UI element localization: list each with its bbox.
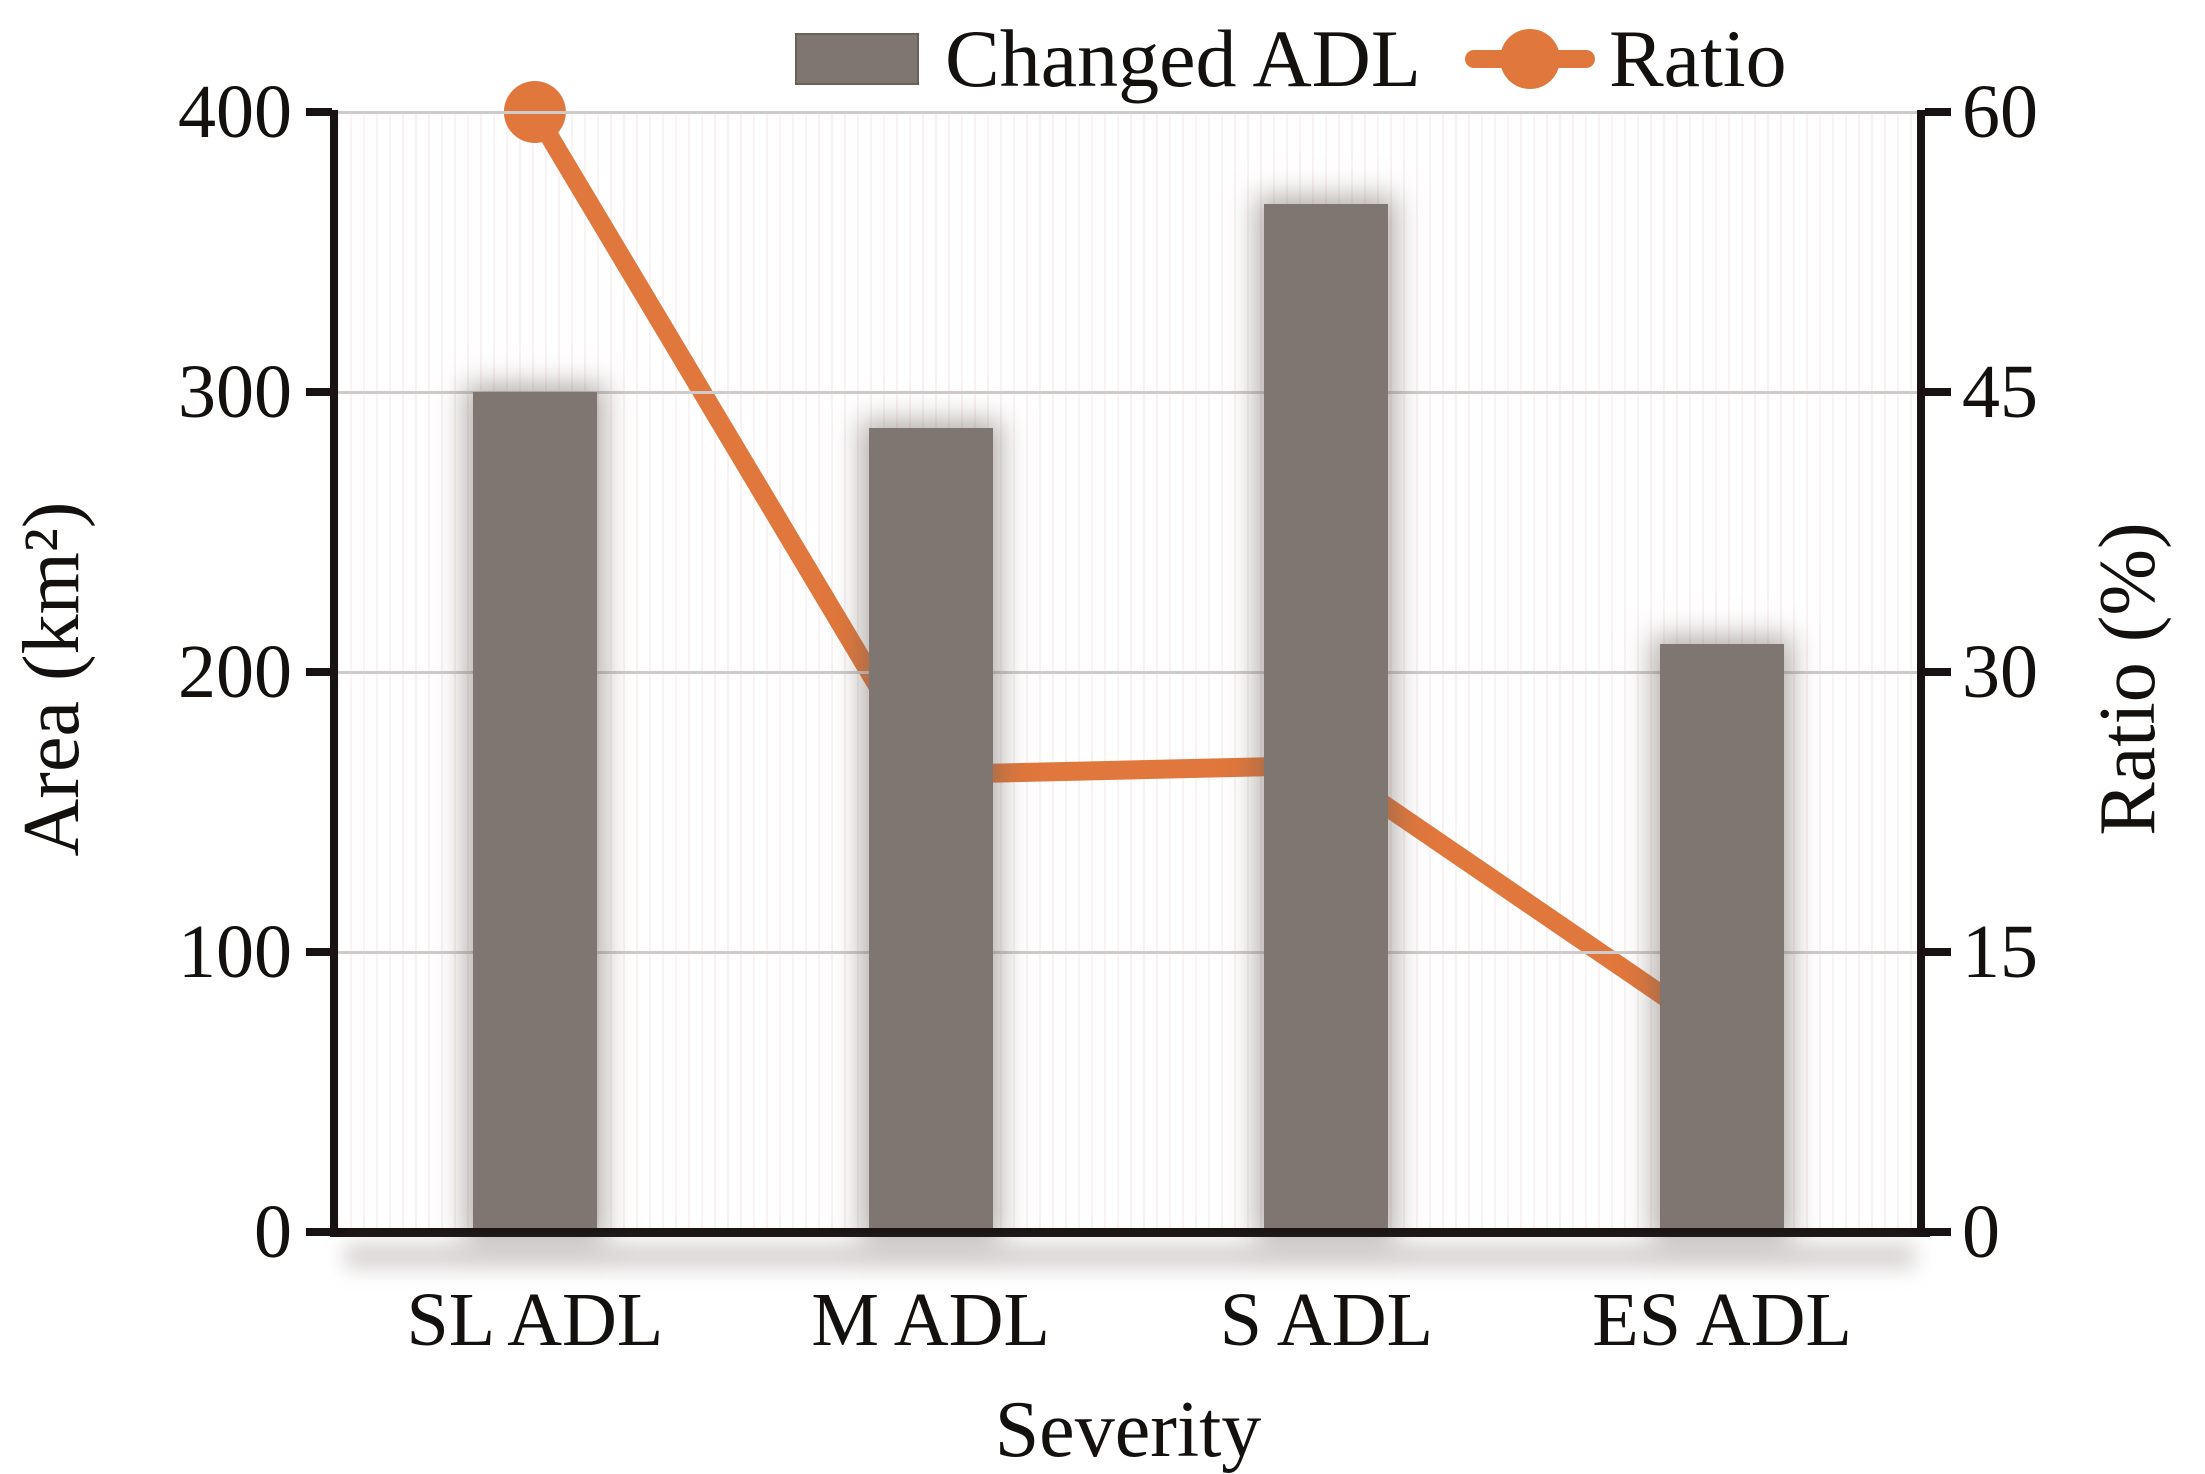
left-axis-tick-label-100: 100 (178, 910, 292, 994)
legend-label-changed-adl: Changed ADL (945, 13, 1421, 104)
left-axis-tick-label-200: 200 (178, 630, 292, 714)
bar-m-adl (868, 428, 993, 1232)
x-axis-title: Severity (994, 1386, 1262, 1474)
right-axis-tick-label-45: 45 (1962, 350, 2038, 434)
legend-dot-icon (1499, 29, 1560, 89)
bar-s-adl (1264, 204, 1389, 1232)
left-axis-tick-100 (306, 948, 332, 956)
left-axis-tick-label-300: 300 (178, 350, 292, 434)
legend-label-ratio: Ratio (1608, 13, 1787, 104)
right-axis-spine (1917, 110, 1925, 1237)
gridline-400 (337, 111, 1920, 114)
left-axis-spine (330, 110, 338, 1237)
right-axis-tick-label-60: 60 (1962, 70, 2038, 154)
right-axis-tick-60 (1925, 108, 1951, 116)
chart-legend: Changed ADL Ratio (795, 16, 1787, 102)
right-axis-tick-label-30: 30 (1962, 630, 2038, 714)
right-axis-tick-30 (1925, 668, 1951, 676)
right-axis-tick-label-15: 15 (1962, 910, 2038, 994)
left-axis-tick-label-0: 0 (254, 1190, 292, 1274)
legend-swatch-changed-adl (795, 33, 919, 85)
left-axis-tick-200 (306, 668, 332, 676)
gridline-300 (337, 391, 1920, 394)
left-axis-tick-400 (306, 108, 332, 116)
x-axis-spine (330, 1228, 1930, 1237)
x-axis-tick-label-es-adl: ES ADL (1592, 1278, 1852, 1362)
x-axis-tick-label-sl-adl: SL ADL (406, 1278, 664, 1362)
ratio-line (525, 102, 1732, 1046)
right-axis-tick-15 (1925, 948, 1951, 956)
bar-sl-adl (472, 392, 597, 1232)
legend-line-marker-ratio (1464, 27, 1595, 91)
left-axis-tick-300 (306, 388, 332, 396)
right-axis-tick-45 (1925, 388, 1951, 396)
x-axis-tick-label-s-adl: S ADL (1219, 1278, 1434, 1362)
gridline-200 (337, 671, 1920, 674)
gridline-100 (337, 951, 1920, 954)
axis-shadow (345, 1243, 1915, 1269)
x-axis-tick-label-m-adl: M ADL (811, 1278, 1050, 1362)
right-axis-tick-label-0: 0 (1962, 1190, 2000, 1274)
left-axis-tick-0 (306, 1228, 332, 1236)
left-axis-tick-label-400: 400 (178, 70, 292, 154)
right-axis-tick-0 (1925, 1228, 1951, 1236)
plot-area (337, 81, 1920, 1232)
bar-es-adl (1660, 644, 1785, 1232)
